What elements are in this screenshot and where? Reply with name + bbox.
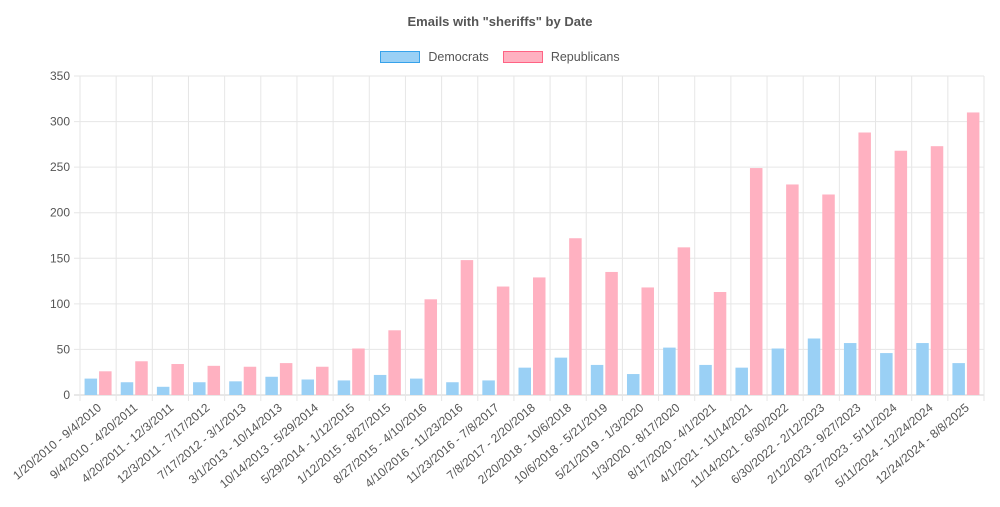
legend-item-republicans[interactable]: Republicans (502, 50, 620, 64)
bar-democrats (952, 363, 965, 395)
bar-democrats (554, 357, 568, 395)
bar-democrats (337, 380, 351, 395)
bar-democrats (410, 378, 423, 395)
bar-republicans (677, 247, 691, 395)
bar-democrats (771, 348, 785, 395)
y-tick-label: 0 (63, 388, 70, 402)
bar-republicans (966, 112, 980, 395)
bar-democrats (482, 380, 495, 395)
bar-republicans (533, 277, 546, 395)
y-tick-label: 200 (50, 206, 70, 220)
bar-republicans (279, 363, 293, 395)
bar-republicans (171, 364, 184, 395)
chart-title: Emails with "sheriffs" by Date (407, 14, 593, 29)
bar-republicans (749, 168, 763, 395)
legend: Democrats Republicans (0, 50, 1000, 64)
y-tick-label: 150 (50, 251, 70, 265)
bar-democrats (699, 364, 712, 395)
bar-republicans (207, 365, 221, 395)
bar-republicans (858, 132, 871, 395)
bar-republicans (316, 366, 329, 395)
bar-republicans (641, 287, 654, 395)
bar-democrats (807, 338, 821, 395)
bar-democrats (265, 376, 278, 395)
bar-republicans (424, 299, 438, 395)
bar-democrats (735, 367, 748, 395)
bar-republicans (135, 361, 148, 395)
bar-democrats (880, 353, 893, 395)
bar-democrats (626, 374, 640, 395)
bar-republicans (388, 330, 401, 395)
bar-democrats (518, 367, 531, 395)
bar-republicans (713, 292, 727, 395)
bar-democrats (301, 379, 315, 395)
legend-swatch-democrats (380, 51, 421, 63)
bar-republicans (569, 238, 582, 395)
bar-republicans (496, 286, 510, 395)
bar-republicans (786, 184, 799, 395)
bar-republicans (822, 194, 835, 395)
bar-democrats (193, 382, 206, 395)
y-tick-label: 250 (50, 160, 70, 174)
legend-label-democrats: Democrats (428, 50, 489, 64)
bar-democrats (229, 381, 242, 395)
bar-republicans (460, 260, 474, 395)
y-tick-label: 300 (50, 115, 70, 129)
legend-label-republicans: Republicans (550, 50, 620, 64)
bar-democrats (916, 343, 929, 395)
bar-republicans (352, 348, 365, 395)
bar-democrats (446, 382, 459, 395)
bar-democrats (84, 378, 98, 395)
y-tick-label: 350 (50, 69, 70, 83)
bar-democrats (590, 364, 604, 395)
bar-republicans (243, 366, 257, 395)
legend-swatch-republicans (502, 51, 543, 63)
bar-republicans (930, 146, 944, 395)
bar-democrats (120, 382, 134, 395)
legend-item-democrats[interactable]: Democrats (380, 50, 489, 64)
bar-democrats (156, 386, 170, 395)
bar-democrats (663, 347, 676, 395)
bar-republicans (99, 371, 112, 395)
y-tick-label: 100 (50, 297, 70, 311)
bar-democrats (843, 343, 857, 395)
bar-democrats (373, 374, 387, 395)
bar-republicans (605, 271, 618, 395)
y-tick-label: 50 (57, 342, 71, 356)
bar-republicans (894, 150, 908, 395)
